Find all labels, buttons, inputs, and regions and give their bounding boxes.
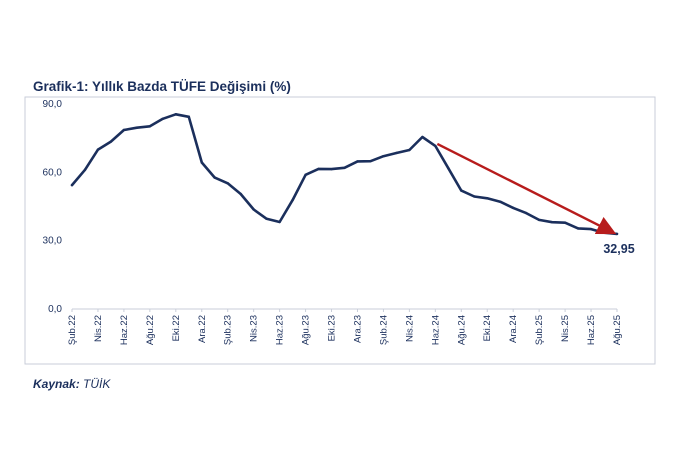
data-point bbox=[148, 125, 152, 128]
x-tick-label: Ara.22 bbox=[197, 315, 208, 343]
source-label: Kaynak: bbox=[33, 377, 80, 391]
chart-title: Grafik-1: Yıllık Bazda TÜFE Değişimi (%) bbox=[33, 79, 291, 94]
data-point bbox=[589, 227, 593, 231]
data-point bbox=[304, 173, 307, 177]
data-point bbox=[395, 151, 398, 155]
data-point bbox=[511, 206, 515, 210]
x-tick-label: Ağu.24 bbox=[456, 315, 467, 345]
x-tick-label: Eki.23 bbox=[327, 315, 338, 341]
data-point bbox=[356, 160, 359, 163]
x-tick-label: Haz.23 bbox=[275, 315, 286, 345]
x-tick-label: Eki.22 bbox=[171, 315, 182, 341]
x-tick-label: Nis.23 bbox=[249, 315, 260, 342]
y-tick-label: 0,0 bbox=[48, 304, 62, 315]
x-tick-label: Ağu.22 bbox=[145, 315, 156, 345]
data-point bbox=[239, 192, 242, 196]
x-axis: Şub.22 Nis.22 Haz.22 Ağu.22 Eki.22 Ara.22 Şub.… bbox=[67, 309, 623, 345]
x-tick-label: Şub.23 bbox=[223, 315, 234, 345]
data-point bbox=[408, 148, 411, 152]
data-point bbox=[615, 232, 619, 236]
series-line bbox=[70, 113, 619, 236]
data-point bbox=[252, 208, 255, 211]
data-point bbox=[213, 176, 216, 179]
x-tick-label: Nis.24 bbox=[404, 315, 415, 342]
data-point bbox=[291, 198, 294, 202]
data-point bbox=[369, 159, 372, 163]
x-tick-label: Ara.24 bbox=[508, 315, 519, 343]
x-tick-label: Haz.22 bbox=[119, 315, 130, 345]
data-point bbox=[550, 221, 554, 224]
data-point bbox=[174, 113, 178, 116]
source-note: Kaynak: TÜİK bbox=[33, 377, 110, 391]
data-point bbox=[499, 200, 502, 203]
x-tick-label: Haz.25 bbox=[586, 315, 597, 345]
y-tick-label: 90,0 bbox=[43, 99, 63, 110]
y-tick-label: 60,0 bbox=[43, 167, 63, 178]
x-tick-label: Eki.24 bbox=[482, 315, 493, 341]
data-label-last: 32,95 bbox=[603, 242, 634, 256]
data-point bbox=[109, 140, 113, 143]
data-point bbox=[83, 168, 87, 172]
data-point bbox=[563, 221, 567, 224]
y-axis: 0,0 30,0 60,0 90,0 bbox=[43, 99, 63, 315]
x-tick-label: Şub.22 bbox=[67, 315, 78, 345]
data-point bbox=[161, 117, 165, 121]
data-point bbox=[317, 167, 320, 171]
data-point bbox=[524, 211, 528, 215]
data-point bbox=[330, 167, 333, 171]
data-point bbox=[135, 126, 139, 129]
chart-frame bbox=[24, 96, 656, 365]
data-point bbox=[278, 220, 281, 224]
series-points bbox=[70, 113, 619, 236]
data-point bbox=[421, 135, 424, 139]
data-point bbox=[265, 217, 268, 220]
data-point bbox=[382, 154, 385, 158]
data-point bbox=[96, 148, 100, 151]
data-point bbox=[187, 115, 190, 118]
x-tick-label: Ara.23 bbox=[352, 315, 363, 343]
data-point bbox=[226, 182, 229, 185]
data-point bbox=[343, 166, 346, 169]
x-tick-label: Ağu.25 bbox=[612, 315, 623, 345]
data-point bbox=[70, 183, 74, 187]
source-value: TÜİK bbox=[83, 377, 111, 391]
x-tick-label: Şub.24 bbox=[378, 315, 389, 345]
data-point bbox=[576, 227, 580, 230]
x-tick-label: Şub.25 bbox=[534, 315, 545, 345]
data-point bbox=[602, 231, 606, 234]
data-point bbox=[434, 144, 437, 148]
x-tick-label: Ağu.23 bbox=[301, 315, 312, 345]
y-tick-label: 30,0 bbox=[43, 236, 63, 247]
data-point bbox=[486, 197, 489, 200]
x-tick-label: Haz.24 bbox=[430, 315, 441, 345]
x-tick-label: Nis.25 bbox=[560, 315, 571, 342]
x-tick-label: Nis.22 bbox=[93, 315, 104, 342]
trend-arrow bbox=[436, 142, 617, 235]
data-point bbox=[537, 218, 541, 222]
data-point bbox=[122, 128, 126, 132]
data-point bbox=[473, 195, 476, 198]
data-point bbox=[460, 189, 463, 192]
data-point bbox=[447, 167, 450, 170]
data-point bbox=[200, 161, 203, 164]
